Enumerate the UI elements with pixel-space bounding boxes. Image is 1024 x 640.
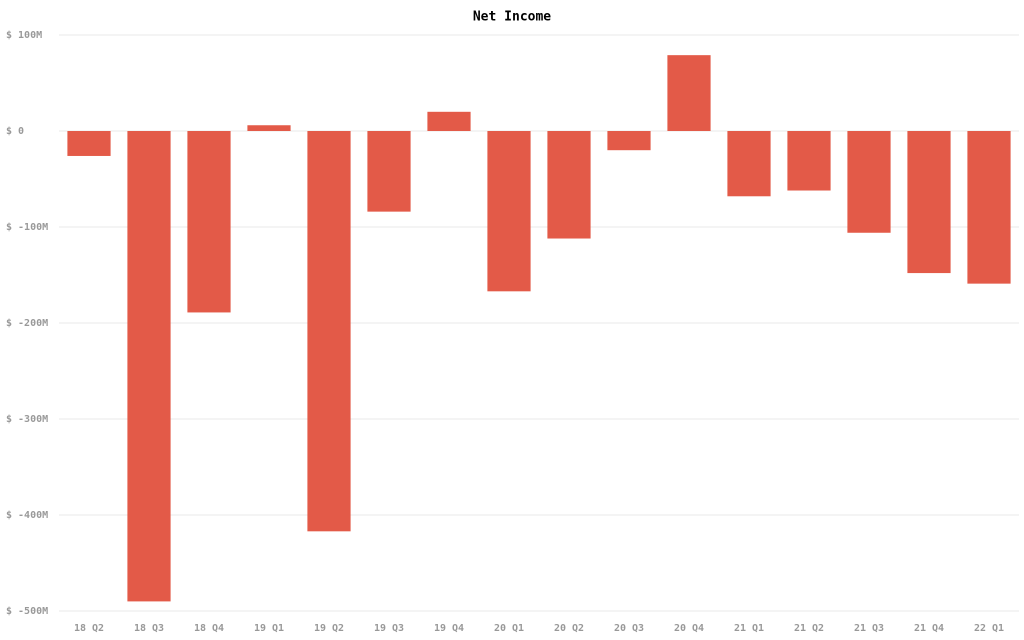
bar (307, 131, 351, 532)
bar (247, 125, 291, 131)
bar (187, 131, 231, 313)
bar (667, 55, 711, 131)
y-tick-label: $ -300M (6, 414, 48, 425)
bar (607, 131, 651, 151)
x-tick-label: 19 Q4 (434, 623, 464, 634)
bar (127, 131, 171, 602)
x-tick-label: 21 Q4 (914, 623, 944, 634)
bar (547, 131, 591, 239)
y-tick-label: $ -500M (6, 606, 48, 617)
bar (967, 131, 1011, 284)
bar (367, 131, 411, 212)
bar (907, 131, 951, 274)
y-tick-label: $ 0 (6, 126, 24, 137)
x-tick-label: 20 Q4 (674, 623, 704, 634)
x-tick-label: 20 Q1 (494, 623, 524, 634)
x-tick-label: 19 Q3 (374, 623, 404, 634)
x-tick-label: 19 Q2 (314, 623, 344, 634)
bar (787, 131, 831, 191)
x-tick-label: 22 Q1 (974, 623, 1004, 634)
x-tick-label: 21 Q3 (854, 623, 884, 634)
x-tick-label: 18 Q2 (74, 623, 104, 634)
bar (847, 131, 891, 233)
x-tick-label: 20 Q3 (614, 623, 644, 634)
x-tick-label: 19 Q1 (254, 623, 284, 634)
bar (427, 111, 471, 131)
x-tick-label: 21 Q2 (794, 623, 824, 634)
y-tick-label: $ 100M (6, 30, 42, 41)
x-tick-label: 18 Q4 (194, 623, 224, 634)
y-tick-label: $ -100M (6, 222, 48, 233)
chart-title: Net Income (473, 10, 551, 25)
y-tick-label: $ -200M (6, 318, 48, 329)
x-tick-label: 20 Q2 (554, 623, 584, 634)
y-tick-label: $ -400M (6, 510, 48, 521)
x-tick-label: 18 Q3 (134, 623, 164, 634)
bar (487, 131, 531, 292)
bar (67, 131, 111, 156)
bar (727, 131, 771, 197)
x-tick-label: 21 Q1 (734, 623, 764, 634)
